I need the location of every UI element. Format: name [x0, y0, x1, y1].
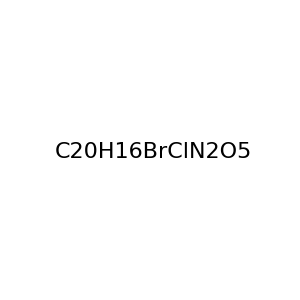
Text: C20H16BrClN2O5: C20H16BrClN2O5	[55, 142, 252, 161]
